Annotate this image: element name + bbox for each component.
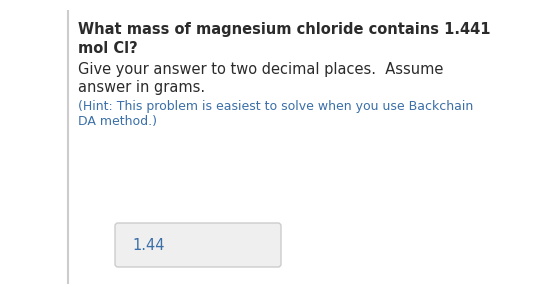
Text: 1.44: 1.44 [132, 238, 165, 253]
Text: DA method.): DA method.) [78, 115, 157, 128]
Text: What mass of magnesium chloride contains 1.441: What mass of magnesium chloride contains… [78, 22, 491, 37]
Text: answer in grams.: answer in grams. [78, 80, 205, 95]
FancyBboxPatch shape [115, 223, 281, 267]
Text: mol Cl?: mol Cl? [78, 41, 138, 56]
Text: Give your answer to two decimal places.  Assume: Give your answer to two decimal places. … [78, 62, 443, 77]
Text: (Hint: This problem is easiest to solve when you use Backchain: (Hint: This problem is easiest to solve … [78, 100, 473, 113]
